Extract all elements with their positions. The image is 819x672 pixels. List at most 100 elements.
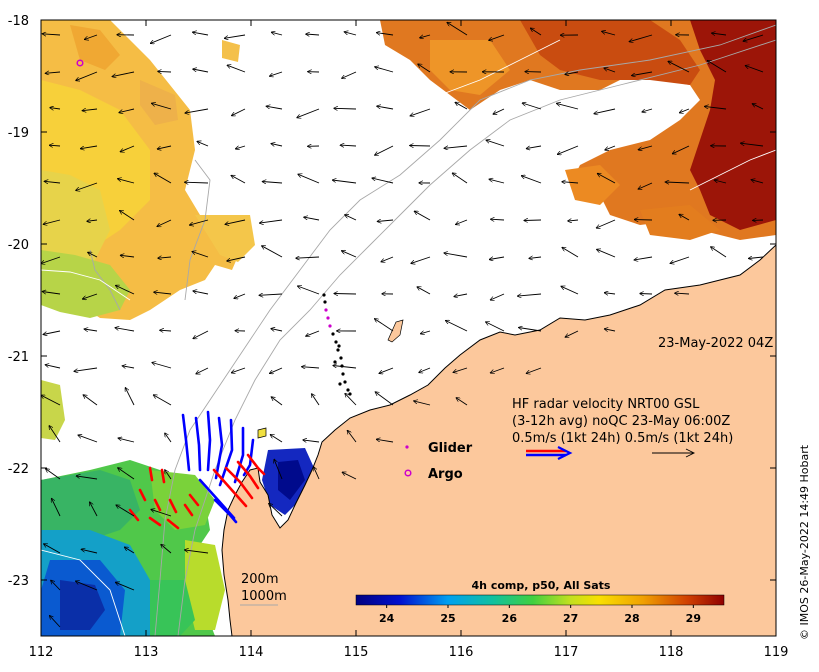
- current-vector: [43, 330, 61, 335]
- current-vector: [376, 439, 394, 443]
- current-vector: [76, 476, 98, 480]
- current-vector: [190, 219, 209, 225]
- current-vector: [88, 252, 98, 258]
- current-vector: [296, 257, 320, 258]
- colorbar-tick-label: 29: [686, 612, 701, 625]
- current-vector: [455, 102, 468, 110]
- current-vector: [679, 108, 690, 113]
- current-vector: [411, 256, 431, 263]
- current-vector: [745, 66, 764, 73]
- current-vector: [419, 367, 431, 373]
- current-vector: [332, 180, 357, 184]
- current-vector: [298, 174, 320, 184]
- current-vector: [638, 182, 653, 189]
- current-vector: [116, 285, 135, 295]
- current-vector: [524, 220, 542, 221]
- current-vector: [42, 34, 61, 35]
- current-vector: [714, 180, 727, 184]
- current-vector: [83, 395, 98, 406]
- current-vector: [562, 247, 579, 258]
- current-vector: [161, 544, 172, 554]
- current-vector: [375, 67, 394, 73]
- current-vector: [271, 32, 283, 36]
- argo-legend-marker: [404, 469, 412, 477]
- current-vector: [76, 71, 98, 81]
- current-vector: [444, 145, 468, 148]
- credit-text: © IMOS 26-May-2022 14:49 Hobart: [798, 444, 811, 640]
- current-vector: [381, 256, 394, 262]
- hf-scale-arrow: [526, 446, 573, 460]
- isobath-1000m-label: 1000m: [241, 589, 287, 604]
- current-vector: [748, 257, 764, 259]
- colorbar: [355, 594, 725, 606]
- current-vector: [154, 292, 172, 294]
- current-vector: [266, 106, 283, 110]
- current-vector: [270, 435, 283, 443]
- current-vector: [118, 438, 135, 443]
- current-vector: [154, 173, 172, 184]
- current-vector: [118, 179, 135, 184]
- current-vector: [334, 108, 357, 109]
- current-vector: [375, 319, 394, 332]
- current-vector: [597, 249, 616, 258]
- current-vector: [234, 293, 246, 298]
- current-vector: [78, 435, 98, 443]
- map-field: [41, 20, 776, 636]
- current-vector: [52, 498, 61, 517]
- current-vector: [312, 394, 320, 406]
- current-vector: [604, 293, 616, 294]
- current-vector: [629, 34, 653, 42]
- x-tick-label: 118: [659, 645, 684, 660]
- current-vector: [414, 211, 431, 221]
- current-vector: [675, 293, 690, 294]
- current-vector: [379, 367, 394, 373]
- current-vector: [446, 321, 468, 332]
- isobaths: [89, 24, 776, 636]
- current-vector: [414, 401, 431, 406]
- current-vectors: [41, 22, 764, 628]
- current-vector: [741, 143, 764, 147]
- current-vector: [490, 367, 505, 373]
- current-vector: [561, 286, 579, 295]
- current-vector: [269, 503, 283, 517]
- current-vector: [410, 146, 431, 147]
- current-vector: [120, 211, 135, 221]
- current-vector: [375, 145, 394, 155]
- current-vector: [562, 182, 579, 183]
- current-vector: [45, 365, 61, 369]
- current-vector: [522, 103, 542, 110]
- current-vector: [489, 34, 505, 40]
- current-vector: [302, 367, 320, 368]
- current-vector: [225, 219, 246, 224]
- current-vector: [160, 330, 172, 331]
- current-vector: [444, 253, 468, 258]
- current-vector: [342, 71, 357, 78]
- current-vector: [87, 220, 98, 221]
- current-vector: [43, 219, 61, 224]
- current-vector: [604, 329, 616, 331]
- current-vector: [157, 145, 172, 149]
- glider-legend-label: Glider: [428, 441, 473, 456]
- isobath-200m-label: 200m: [241, 572, 278, 587]
- current-vector: [262, 182, 283, 184]
- current-vector: [632, 71, 653, 76]
- current-vector: [50, 108, 61, 109]
- current-vector: [707, 61, 727, 73]
- current-vector: [81, 549, 98, 554]
- current-vector: [151, 509, 172, 517]
- current-vector: [334, 294, 357, 295]
- current-vector: [529, 257, 542, 258]
- current-vector: [557, 103, 579, 110]
- x-tick-label: 114: [239, 645, 264, 660]
- y-tick-label: -18: [8, 14, 29, 29]
- current-vector: [165, 470, 172, 480]
- current-vector: [340, 145, 357, 146]
- current-vector: [377, 106, 394, 110]
- current-vector: [604, 68, 616, 73]
- current-vector: [165, 433, 172, 443]
- current-vector: [44, 181, 61, 183]
- colorbar-tick-label: 24: [379, 612, 395, 625]
- current-vector: [274, 459, 283, 480]
- x-tick-label: 113: [134, 645, 159, 660]
- hf-radar-line-2: (3-12h avg) noQC 23-May 06:00Z: [512, 414, 730, 429]
